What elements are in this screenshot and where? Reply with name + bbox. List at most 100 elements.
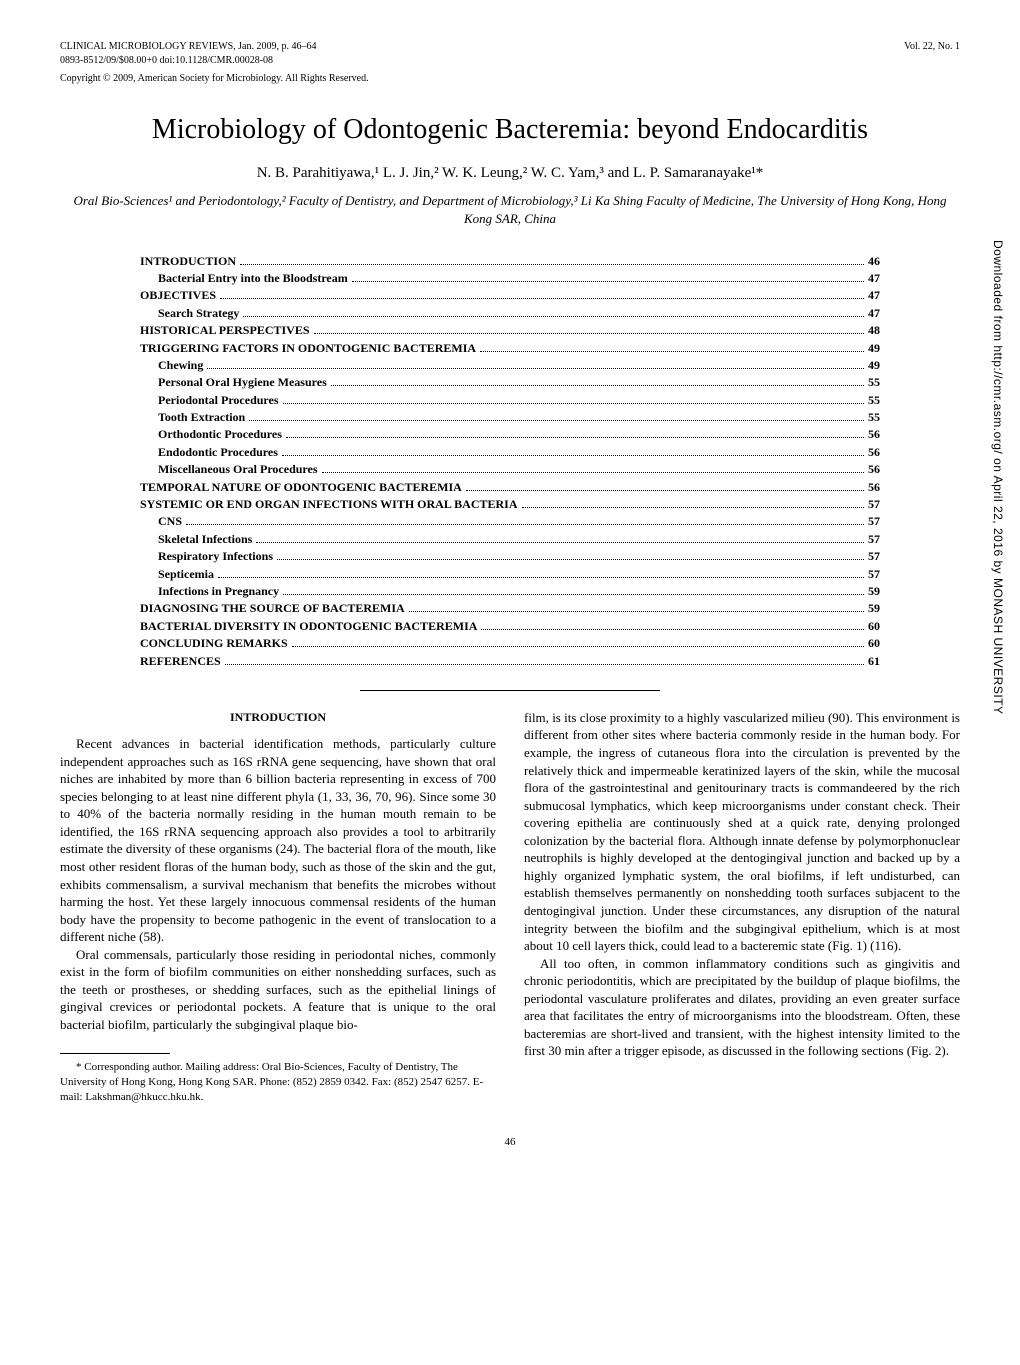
body-paragraph: film, is its close proximity to a highly… xyxy=(524,709,960,955)
toc-entry: Periodontal Procedures 55 xyxy=(140,392,880,409)
toc-page-number: 56 xyxy=(868,479,880,496)
toc-entry: REFERENCES61 xyxy=(140,653,880,670)
toc-leader-dots xyxy=(409,611,864,612)
toc-label: Infections in Pregnancy xyxy=(140,583,279,600)
toc-entry: TEMPORAL NATURE OF ODONTOGENIC BACTEREMI… xyxy=(140,479,880,496)
toc-leader-dots xyxy=(466,490,864,491)
toc-page-number: 57 xyxy=(868,513,880,530)
journal-line2: 0893-8512/09/$08.00+0 doi:10.1128/CMR.00… xyxy=(60,54,316,68)
toc-label: Endodontic Procedures xyxy=(140,444,278,461)
toc-entry: OBJECTIVES47 xyxy=(140,287,880,304)
toc-leader-dots xyxy=(481,629,864,630)
body-paragraph: Oral commensals, particularly those resi… xyxy=(60,946,496,1034)
toc-label: Skeletal Infections xyxy=(140,531,252,548)
toc-page-number: 47 xyxy=(868,270,880,287)
toc-leader-dots xyxy=(522,507,864,508)
table-of-contents: INTRODUCTION46Bacterial Entry into the B… xyxy=(140,253,880,670)
toc-entry: CONCLUDING REMARKS 60 xyxy=(140,635,880,652)
toc-rule xyxy=(360,690,660,691)
toc-page-number: 57 xyxy=(868,531,880,548)
toc-entry: Search Strategy47 xyxy=(140,305,880,322)
toc-label: Chewing xyxy=(140,357,203,374)
toc-label: Respiratory Infections xyxy=(140,548,273,565)
footnote-rule xyxy=(60,1053,170,1054)
toc-label: OBJECTIVES xyxy=(140,287,216,304)
toc-leader-dots xyxy=(256,542,864,543)
toc-entry: TRIGGERING FACTORS IN ODONTOGENIC BACTER… xyxy=(140,340,880,357)
toc-page-number: 55 xyxy=(868,392,880,409)
affiliations-line: Oral Bio-Sciences¹ and Periodontology,² … xyxy=(60,192,960,228)
toc-label: DIAGNOSING THE SOURCE OF BACTEREMIA xyxy=(140,600,405,617)
toc-entry: Tooth Extraction 55 xyxy=(140,409,880,426)
toc-page-number: 47 xyxy=(868,305,880,322)
toc-leader-dots xyxy=(277,559,864,560)
toc-label: TRIGGERING FACTORS IN ODONTOGENIC BACTER… xyxy=(140,340,476,357)
toc-leader-dots xyxy=(243,316,864,317)
toc-label: Miscellaneous Oral Procedures xyxy=(140,461,318,478)
toc-label: BACTERIAL DIVERSITY IN ODONTOGENIC BACTE… xyxy=(140,618,477,635)
volume-info: Vol. 22, No. 1 xyxy=(904,40,960,68)
toc-page-number: 60 xyxy=(868,635,880,652)
toc-page-number: 56 xyxy=(868,444,880,461)
toc-label: Septicemia xyxy=(140,566,214,583)
body-paragraph: All too often, in common inflammatory co… xyxy=(524,955,960,1060)
toc-label: Tooth Extraction xyxy=(140,409,245,426)
toc-entry: INTRODUCTION46 xyxy=(140,253,880,270)
toc-page-number: 59 xyxy=(868,600,880,617)
toc-label: Personal Oral Hygiene Measures xyxy=(140,374,327,391)
toc-leader-dots xyxy=(480,351,864,352)
corresponding-author-footnote: * Corresponding author. Mailing address:… xyxy=(60,1060,496,1105)
toc-leader-dots xyxy=(220,298,864,299)
toc-entry: Orthodontic Procedures56 xyxy=(140,426,880,443)
toc-page-number: 60 xyxy=(868,618,880,635)
toc-page-number: 55 xyxy=(868,409,880,426)
toc-label: CONCLUDING REMARKS xyxy=(140,635,288,652)
download-watermark: Downloaded from http://cmr.asm.org/ on A… xyxy=(989,240,1006,715)
toc-page-number: 57 xyxy=(868,496,880,513)
toc-label: REFERENCES xyxy=(140,653,221,670)
toc-leader-dots xyxy=(283,594,864,595)
toc-page-number: 49 xyxy=(868,357,880,374)
toc-label: CNS xyxy=(140,513,182,530)
copyright-line: Copyright © 2009, American Society for M… xyxy=(60,72,960,86)
toc-leader-dots xyxy=(240,264,864,265)
toc-page-number: 49 xyxy=(868,340,880,357)
toc-entry: Septicemia 57 xyxy=(140,566,880,583)
toc-entry: Miscellaneous Oral Procedures56 xyxy=(140,461,880,478)
toc-leader-dots xyxy=(218,577,864,578)
two-column-body: INTRODUCTION Recent advances in bacteria… xyxy=(60,709,960,1105)
toc-leader-dots xyxy=(352,281,864,282)
toc-entry: Chewing 49 xyxy=(140,357,880,374)
toc-leader-dots xyxy=(249,420,864,421)
right-column: film, is its close proximity to a highly… xyxy=(524,709,960,1105)
running-header: CLINICAL MICROBIOLOGY REVIEWS, Jan. 2009… xyxy=(60,40,960,68)
toc-page-number: 57 xyxy=(868,566,880,583)
section-heading: INTRODUCTION xyxy=(60,709,496,725)
toc-page-number: 56 xyxy=(868,426,880,443)
page-number: 46 xyxy=(60,1135,960,1150)
toc-entry: Infections in Pregnancy 59 xyxy=(140,583,880,600)
toc-entry: Bacterial Entry into the Bloodstream47 xyxy=(140,270,880,287)
toc-page-number: 55 xyxy=(868,374,880,391)
toc-leader-dots xyxy=(331,385,864,386)
toc-entry: SYSTEMIC OR END ORGAN INFECTIONS WITH OR… xyxy=(140,496,880,513)
toc-leader-dots xyxy=(225,664,864,665)
toc-leader-dots xyxy=(314,333,865,334)
authors-line: N. B. Parahitiyawa,¹ L. J. Jin,² W. K. L… xyxy=(60,163,960,184)
left-column: INTRODUCTION Recent advances in bacteria… xyxy=(60,709,496,1105)
toc-leader-dots xyxy=(283,403,864,404)
toc-leader-dots xyxy=(186,524,864,525)
toc-page-number: 48 xyxy=(868,322,880,339)
toc-page-number: 59 xyxy=(868,583,880,600)
toc-label: Periodontal Procedures xyxy=(140,392,279,409)
toc-label: INTRODUCTION xyxy=(140,253,236,270)
toc-leader-dots xyxy=(322,472,864,473)
toc-label: TEMPORAL NATURE OF ODONTOGENIC BACTEREMI… xyxy=(140,479,462,496)
toc-label: HISTORICAL PERSPECTIVES xyxy=(140,322,310,339)
toc-entry: DIAGNOSING THE SOURCE OF BACTEREMIA 59 xyxy=(140,600,880,617)
toc-leader-dots xyxy=(292,646,864,647)
journal-info: CLINICAL MICROBIOLOGY REVIEWS, Jan. 2009… xyxy=(60,40,316,68)
toc-label: SYSTEMIC OR END ORGAN INFECTIONS WITH OR… xyxy=(140,496,518,513)
body-paragraph: Recent advances in bacterial identificat… xyxy=(60,735,496,946)
toc-entry: HISTORICAL PERSPECTIVES 48 xyxy=(140,322,880,339)
